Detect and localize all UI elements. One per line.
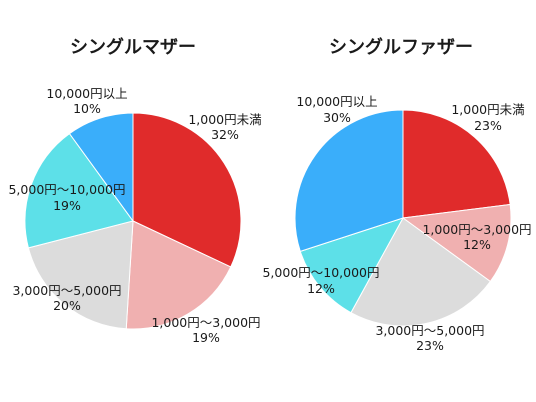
slice-label-category: 3,000円〜5,000円 [12,283,121,298]
slice-label-value: 30% [323,110,351,125]
slice-label-category: 10,000円以上 [46,86,127,101]
slice-label-value: 12% [307,281,335,296]
slice-label-category: 10,000円以上 [296,94,377,109]
slice-label-category: 5,000円〜10,000円 [8,182,125,197]
pie-slices [24,112,242,330]
slice-label-category: 5,000円〜10,000円 [262,265,379,280]
pie-slice [401,203,512,283]
slice-label-value: 10% [73,101,101,116]
chart-title: シングルマザー [70,36,196,58]
slice-label-value: 23% [474,118,502,133]
pie-slice [125,220,232,330]
pie-slice [24,132,134,249]
chart-title: シングルファザー [329,36,473,58]
slice-label-category: 3,000円〜5,000円 [375,323,484,338]
pie-slices [294,109,512,327]
pie-chart-single-mother: シングルマザー 1,000円未満 32% 1,000円〜3,000円 19% 3… [8,36,261,345]
slice-label-value: 19% [53,198,81,213]
pie-slice [27,220,134,330]
slice-label-value: 20% [53,298,81,313]
pie-slice [299,217,405,314]
slice-label-category: 1,000円〜3,000円 [151,315,260,330]
slice-label-category: 1,000円〜3,000円 [422,222,531,237]
pie-slice [350,217,492,327]
pie-chart-single-father: シングルファザー 1,000円未満 23% 1,000円〜3,000円 12% … [262,36,531,353]
slice-label-category: 1,000円未満 [188,112,261,127]
pie-slice [132,112,242,268]
pie-slice [402,109,511,219]
pie-slice [294,109,404,253]
slice-label-value: 19% [192,330,220,345]
pie-slice [68,112,134,223]
slice-label-value: 12% [463,237,491,252]
slice-label-value: 23% [416,338,444,353]
slice-label-value: 32% [211,127,239,142]
slice-label-category: 1,000円未満 [451,102,524,117]
